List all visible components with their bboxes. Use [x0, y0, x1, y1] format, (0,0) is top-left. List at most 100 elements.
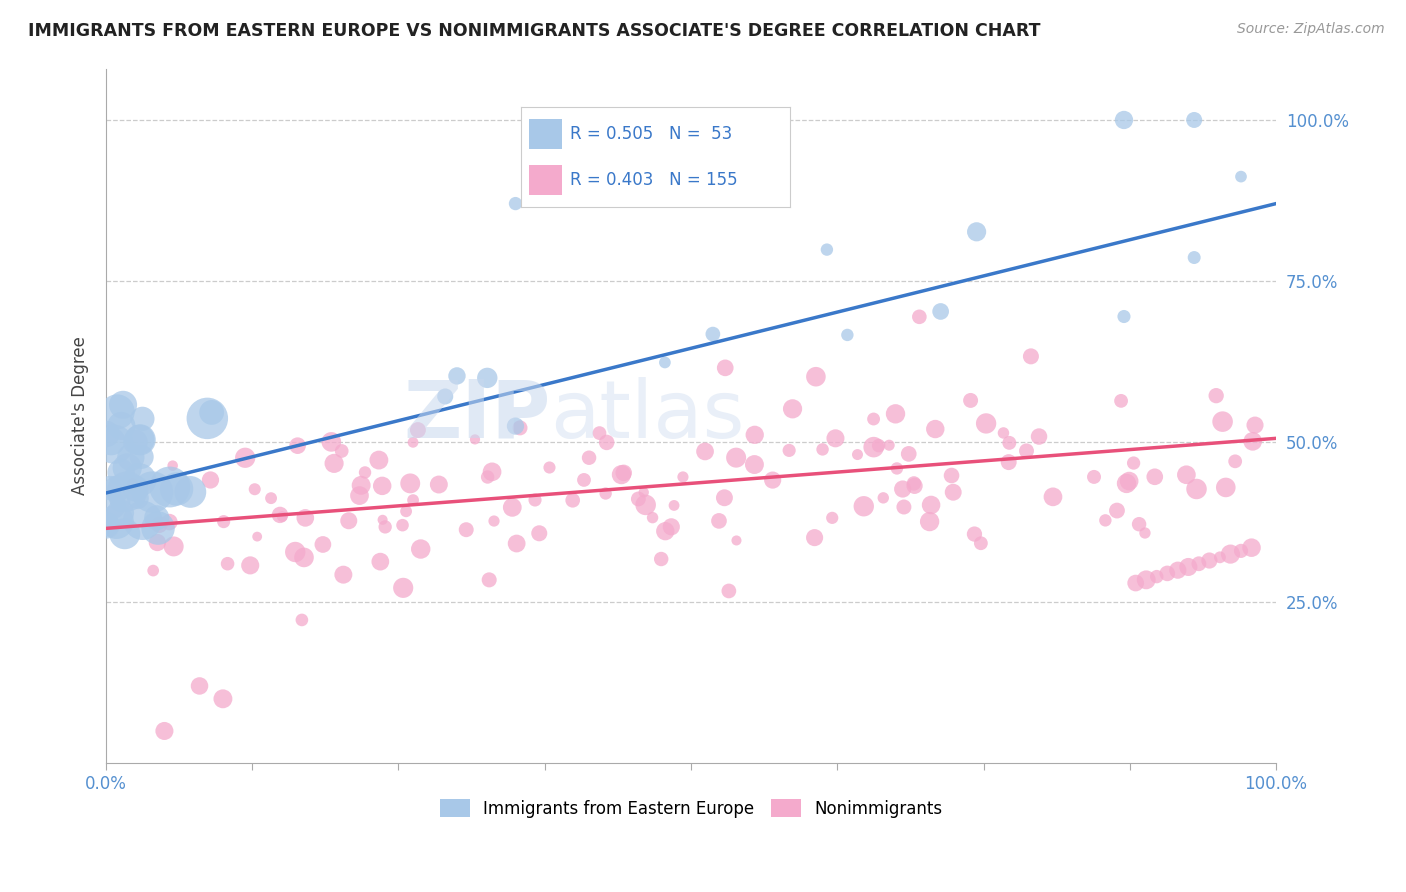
Point — [284, 545, 307, 559]
Point — [725, 450, 748, 465]
Point — [392, 581, 415, 595]
Point — [1028, 429, 1050, 443]
Point — [1015, 443, 1038, 458]
Point — [124, 482, 146, 496]
Point — [402, 435, 425, 450]
Point — [998, 435, 1021, 450]
Point — [292, 550, 315, 565]
Point — [112, 398, 135, 412]
Point — [1105, 503, 1128, 517]
Point — [128, 473, 150, 487]
Point — [941, 468, 963, 483]
Point — [239, 558, 262, 573]
Point — [271, 509, 294, 524]
Point — [337, 514, 360, 528]
Point — [1225, 454, 1247, 468]
Point — [1188, 557, 1211, 571]
Point — [903, 476, 925, 491]
Point — [108, 494, 131, 508]
Point — [782, 401, 804, 416]
Point — [561, 493, 583, 508]
Point — [482, 514, 505, 528]
Point — [529, 526, 551, 541]
Text: Source: ZipAtlas.com: Source: ZipAtlas.com — [1237, 22, 1385, 37]
Point — [105, 405, 128, 419]
Point — [246, 530, 269, 544]
Point — [662, 499, 685, 513]
Point — [778, 443, 800, 458]
Point — [572, 473, 595, 487]
Point — [1244, 418, 1267, 433]
Point — [929, 304, 952, 318]
Point — [103, 437, 125, 451]
Point — [1209, 550, 1232, 565]
Point — [201, 405, 224, 419]
Point — [96, 518, 118, 533]
Point — [1240, 541, 1263, 555]
Point — [269, 508, 291, 522]
Point — [120, 450, 142, 465]
Point — [918, 515, 941, 529]
Point — [1146, 569, 1168, 583]
Point — [959, 393, 981, 408]
Point — [1212, 415, 1234, 429]
Point — [115, 484, 138, 499]
Point — [963, 527, 986, 541]
Point — [434, 389, 457, 403]
Point — [815, 243, 838, 257]
Point — [1143, 470, 1166, 484]
Point — [163, 540, 186, 554]
Point — [595, 486, 617, 500]
Point — [997, 455, 1019, 469]
Point — [1135, 573, 1157, 587]
Point — [374, 520, 396, 534]
Point — [159, 480, 181, 494]
Point — [970, 536, 993, 550]
Point — [350, 478, 373, 492]
Point — [1156, 566, 1178, 581]
Point — [588, 426, 610, 441]
Point — [101, 499, 124, 513]
Point — [707, 514, 730, 528]
Point — [1167, 563, 1189, 577]
Point — [633, 485, 655, 500]
Point — [157, 515, 180, 529]
Point — [693, 444, 716, 458]
Point — [124, 435, 146, 450]
Point — [349, 489, 371, 503]
Point — [762, 473, 785, 487]
Point — [110, 419, 132, 434]
Point — [478, 573, 501, 587]
Point — [505, 196, 527, 211]
Point — [1109, 393, 1132, 408]
Point — [659, 520, 682, 534]
Point — [1241, 434, 1264, 449]
Point — [886, 461, 908, 475]
Point — [924, 422, 946, 436]
Point — [505, 419, 527, 434]
Point — [146, 535, 169, 549]
Point — [233, 450, 256, 465]
Point — [1083, 470, 1105, 484]
Point — [811, 442, 834, 457]
Point — [505, 536, 527, 550]
Point — [217, 557, 239, 571]
Y-axis label: Associate's Degree: Associate's Degree — [72, 336, 89, 495]
Point — [1185, 482, 1208, 496]
Point — [391, 518, 413, 533]
Point — [1115, 476, 1137, 491]
Point — [1230, 169, 1253, 184]
Point — [371, 513, 394, 527]
Point — [105, 482, 128, 496]
Point — [641, 510, 664, 524]
Point — [1215, 480, 1237, 494]
Point — [110, 506, 132, 520]
Point — [1118, 474, 1140, 488]
Point — [524, 493, 547, 508]
Point — [897, 447, 920, 461]
Text: atlas: atlas — [551, 376, 745, 455]
Point — [868, 439, 890, 453]
Point — [1125, 576, 1147, 591]
Point — [1112, 112, 1135, 127]
Point — [627, 491, 650, 506]
